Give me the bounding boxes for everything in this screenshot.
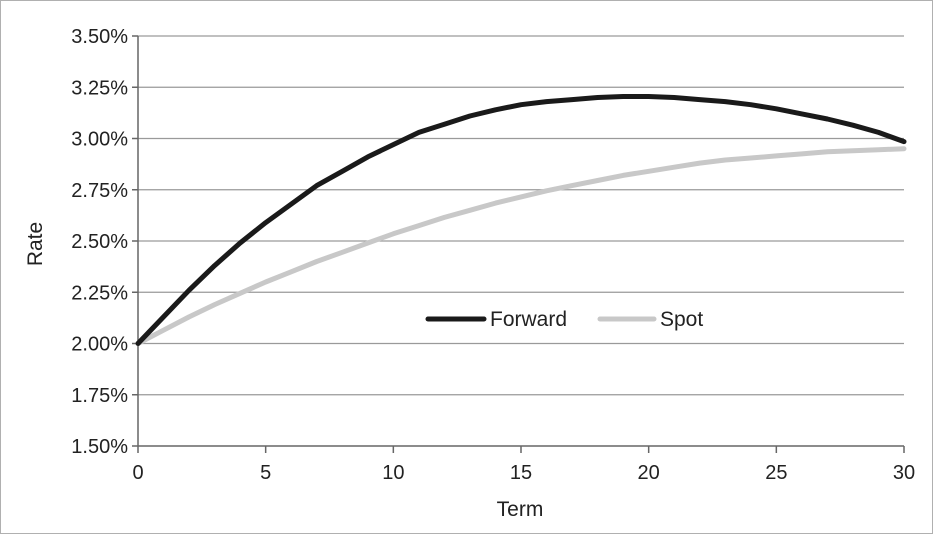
y-tick-label: 1.75% (71, 385, 128, 407)
legend-label-spot: Spot (660, 308, 703, 331)
legend: Forward Spot (425, 308, 703, 331)
series-lines (135, 94, 907, 346)
x-axis-title: Term (497, 498, 544, 521)
y-axis-title: Rate (24, 222, 47, 266)
x-tick-label: 0 (132, 462, 143, 484)
series-line-forward (135, 94, 907, 346)
gridlines (138, 35, 904, 396)
y-tick-label: 1.50% (71, 436, 128, 458)
y-tick-label: 3.00% (71, 129, 128, 151)
y-tick-label: 2.75% (71, 180, 128, 202)
y-tick-labels: 1.50% 1.75% 2.00% 2.25% 2.50% 2.75% 3.00% 3.25%… (71, 26, 128, 458)
series-line-spot (135, 146, 907, 346)
y-tick-label: 3.25% (71, 77, 128, 99)
x-tick-label: 10 (382, 462, 404, 484)
legend-label-forward: Forward (490, 308, 567, 331)
x-tick-label: 15 (510, 462, 532, 484)
y-tick-label: 3.50% (71, 26, 128, 48)
x-tick-label: 30 (893, 462, 915, 484)
y-tick-label: 2.50% (71, 231, 128, 253)
x-tick-label: 25 (765, 462, 787, 484)
y-tick-label: 2.00% (71, 334, 128, 356)
y-tick-label: 2.25% (71, 282, 128, 304)
x-tick-label: 20 (638, 462, 660, 484)
x-tick-labels: 0 5 10 15 20 25 30 (132, 462, 915, 484)
axes (132, 35, 905, 453)
x-tick-label: 5 (260, 462, 271, 484)
